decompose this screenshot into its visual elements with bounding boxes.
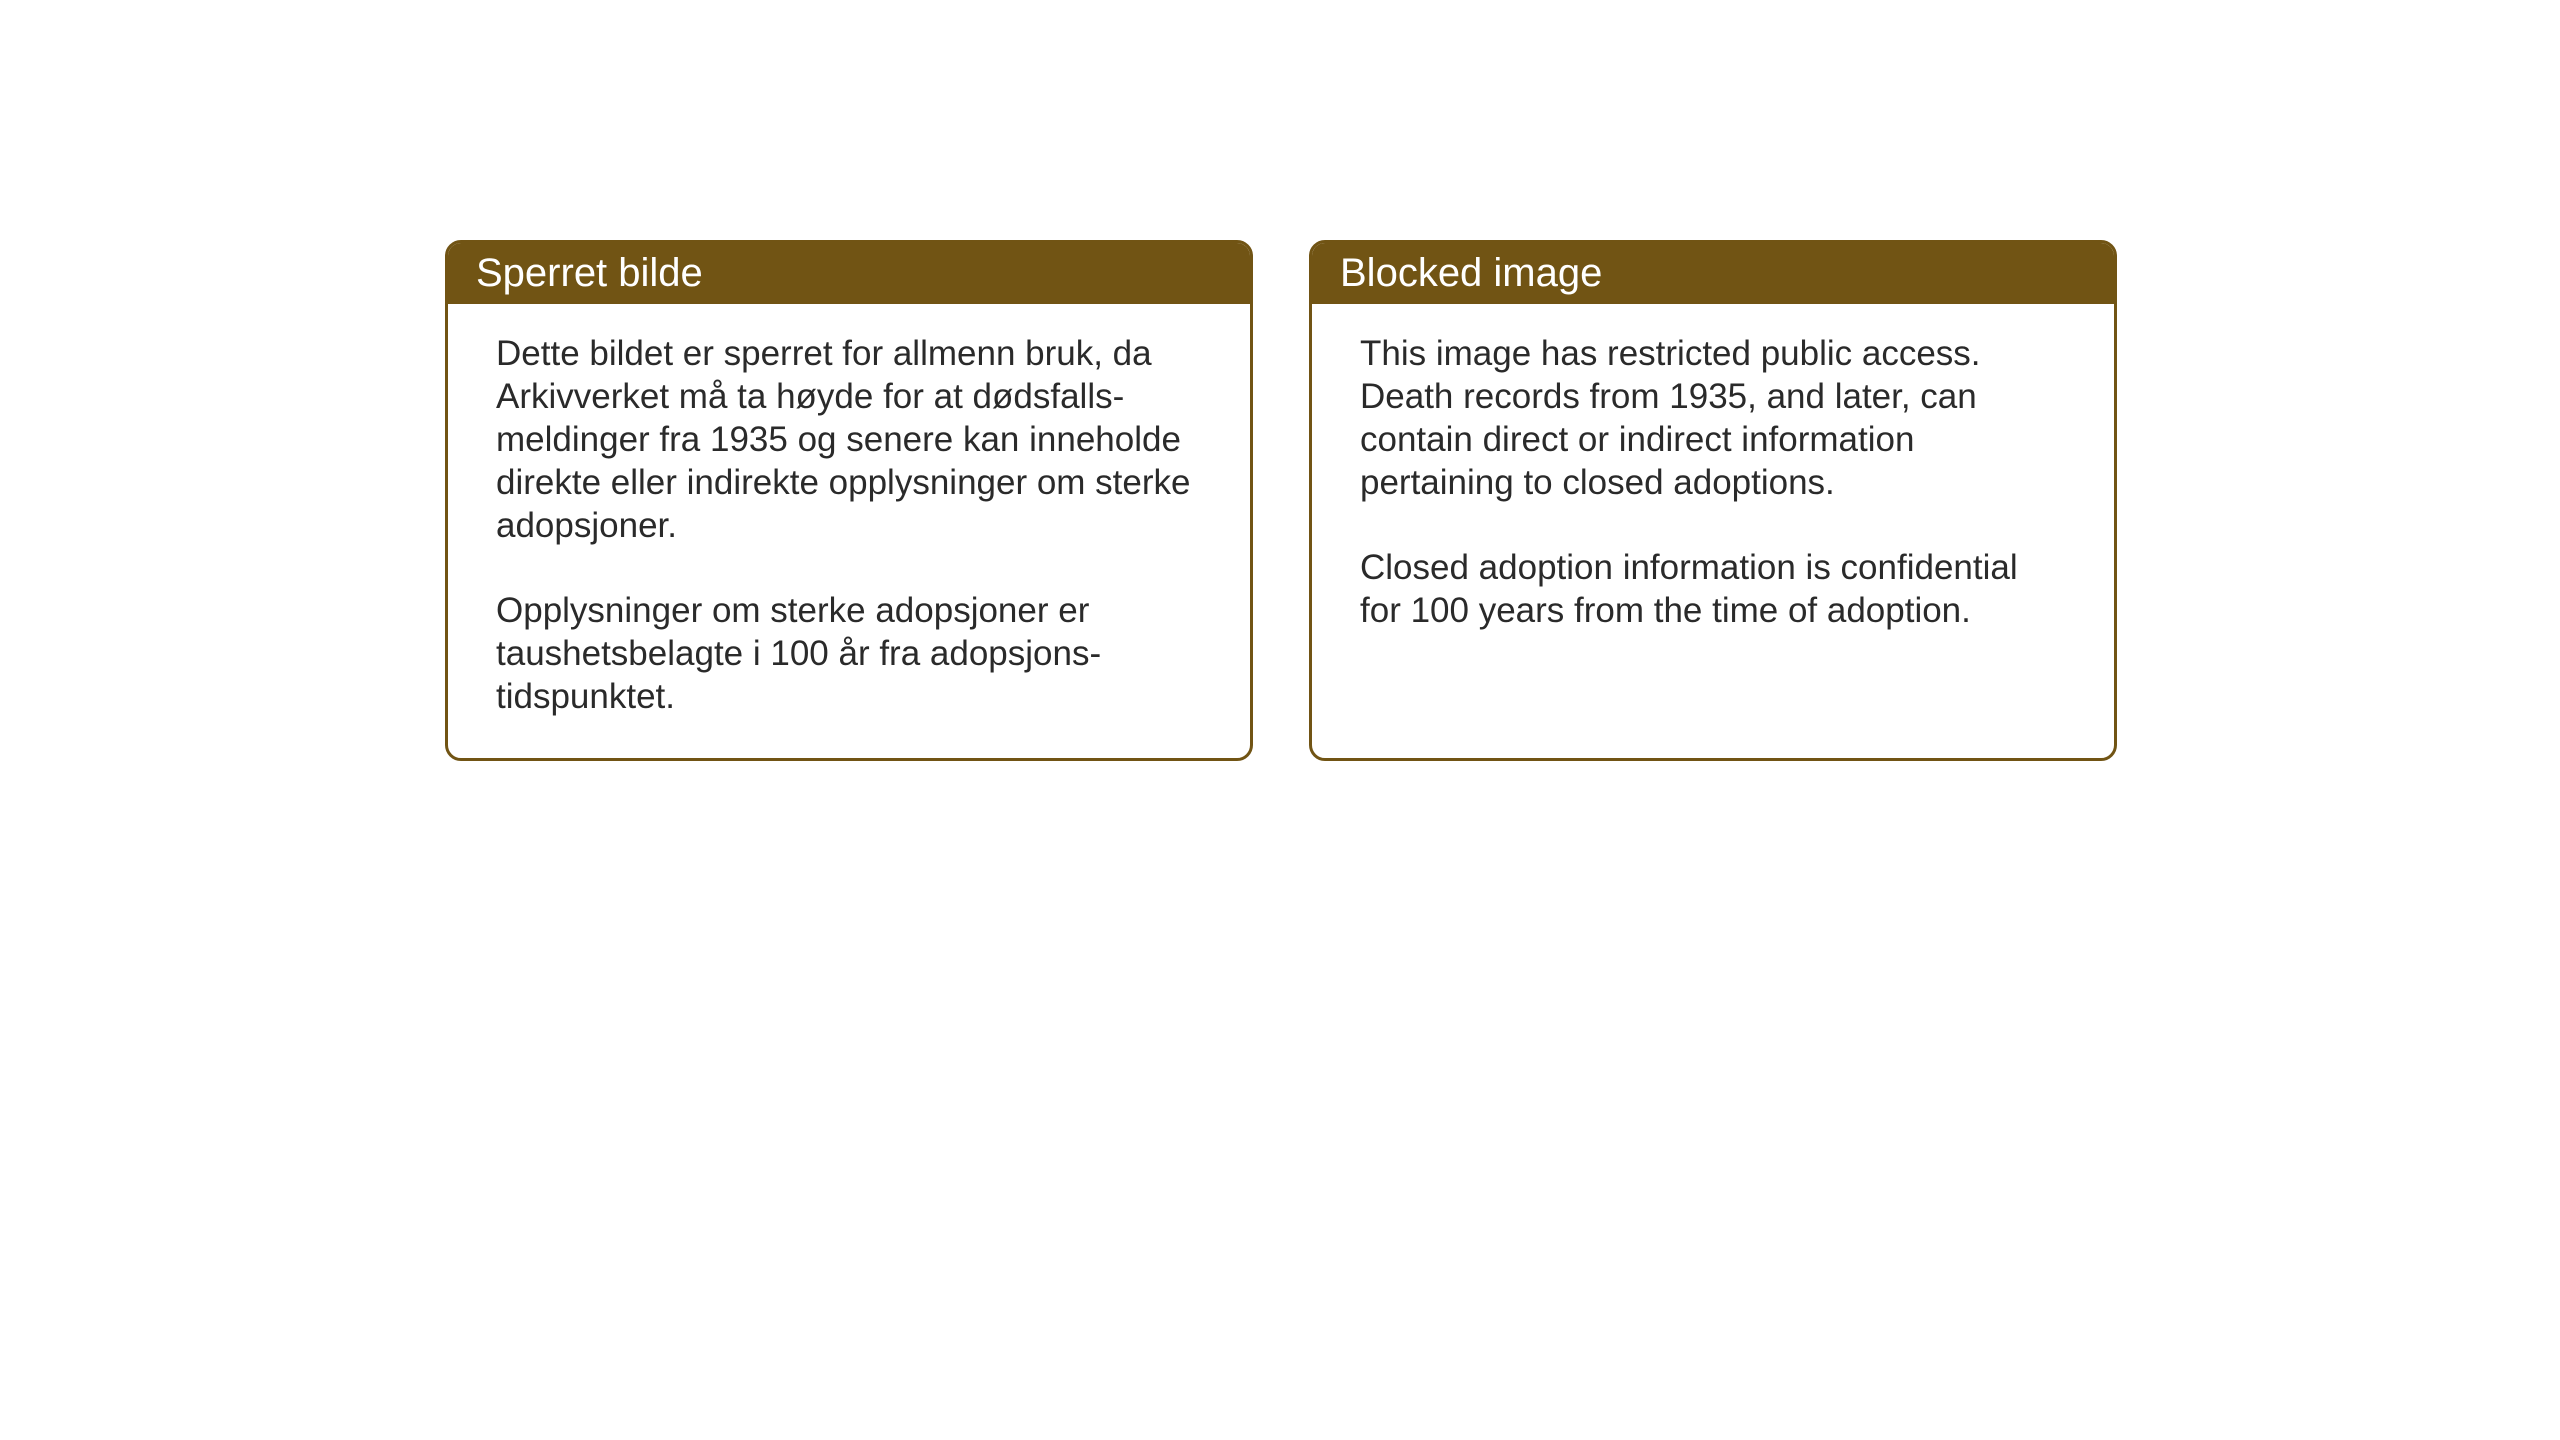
notice-paragraph-1-english: This image has restricted public access.… <box>1360 332 2066 504</box>
notice-body-english: This image has restricted public access.… <box>1312 304 2114 672</box>
notice-box-english: Blocked image This image has restricted … <box>1309 240 2117 761</box>
notice-paragraph-2-norwegian: Opplysninger om sterke adopsjoner er tau… <box>496 589 1202 718</box>
notice-container: Sperret bilde Dette bildet er sperret fo… <box>445 240 2117 761</box>
notice-box-norwegian: Sperret bilde Dette bildet er sperret fo… <box>445 240 1253 761</box>
notice-header-norwegian: Sperret bilde <box>448 243 1250 304</box>
notice-paragraph-2-english: Closed adoption information is confident… <box>1360 546 2066 632</box>
notice-title-norwegian: Sperret bilde <box>476 251 703 295</box>
notice-paragraph-1-norwegian: Dette bildet er sperret for allmenn bruk… <box>496 332 1202 547</box>
notice-body-norwegian: Dette bildet er sperret for allmenn bruk… <box>448 304 1250 758</box>
notice-title-english: Blocked image <box>1340 251 1602 295</box>
notice-header-english: Blocked image <box>1312 243 2114 304</box>
